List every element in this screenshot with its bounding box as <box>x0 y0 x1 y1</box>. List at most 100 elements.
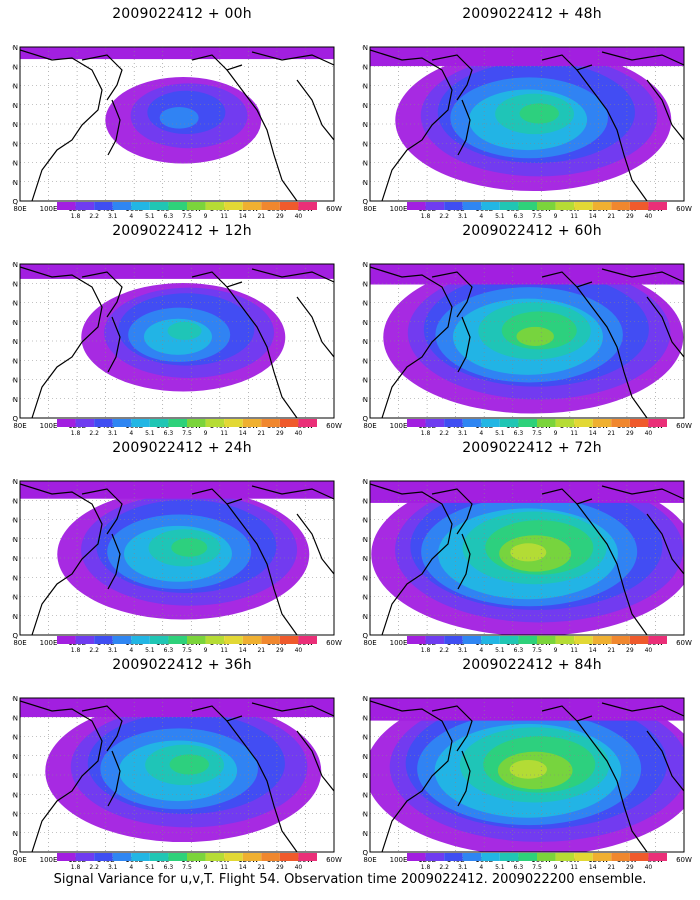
lat-tick-label: 40N <box>12 555 18 563</box>
legend-label: 40 <box>645 647 653 654</box>
legend-label: 3.1 <box>458 647 468 654</box>
coastline <box>81 271 123 318</box>
coastline <box>601 51 684 66</box>
legend-swatch <box>462 202 482 210</box>
legend-swatch <box>149 636 169 644</box>
legend-swatch <box>94 202 113 210</box>
panel-title: 2009022412 + 24h <box>112 440 252 456</box>
legend-label: 7.5 <box>182 864 192 871</box>
legend-swatch <box>242 202 262 210</box>
map-panel: 2009022412 + 24h 80N 70N 60N 50N 40N 30N 20N 10N… <box>12 440 352 654</box>
legend-label: 2.2 <box>89 864 99 871</box>
variance-contour <box>20 698 334 718</box>
legend-label: 1.8 <box>421 864 431 871</box>
legend-label: 3.1 <box>458 213 468 220</box>
legend-swatch <box>592 853 612 861</box>
variance-map: 80N70N60N50N40N30N20N10NEQ80E100E120E140… <box>12 478 342 654</box>
legend-label: 6.3 <box>514 213 524 220</box>
lat-tick-label: 10N <box>12 613 18 621</box>
coastline <box>191 488 243 505</box>
legend-swatch <box>444 202 463 210</box>
variance-contour <box>167 321 202 340</box>
legend-swatch <box>425 202 445 210</box>
legend-swatch <box>75 853 95 861</box>
lat-tick-label: 10N <box>362 830 368 838</box>
coastline <box>646 79 684 141</box>
legend-label: 3.1 <box>108 213 118 220</box>
panel-title: 2009022412 + 60h <box>462 223 602 239</box>
legend-label: 9 <box>204 213 208 220</box>
lat-tick-label: EQ <box>362 198 368 206</box>
legend-label: 6.3 <box>164 213 174 220</box>
legend-swatch <box>648 419 667 427</box>
legend-swatch <box>481 202 500 210</box>
legend-label: 2.2 <box>439 213 449 220</box>
legend-swatch <box>462 419 482 427</box>
legend-swatch <box>518 419 537 427</box>
legend-label: 2.2 <box>89 213 99 220</box>
legend-swatch <box>75 419 95 427</box>
legend-label: 4 <box>129 213 133 220</box>
map-frame <box>369 480 685 636</box>
legend-label: 7.5 <box>532 213 542 220</box>
legend-swatch <box>279 636 299 644</box>
legend-label: 7.5 <box>532 647 542 654</box>
legend-label: 9 <box>204 430 208 437</box>
legend-swatch <box>187 636 206 644</box>
legend-label: 40 <box>645 430 653 437</box>
legend-swatch <box>555 419 575 427</box>
lat-tick-label: 50N <box>12 536 18 544</box>
legend-swatch <box>205 636 225 644</box>
panel-title: 2009022412 + 12h <box>112 223 252 239</box>
legend-swatch <box>518 636 537 644</box>
legend-label: 21 <box>257 213 265 220</box>
coastline <box>226 720 298 852</box>
lon-tick-label: 100E <box>390 639 408 647</box>
legend-swatch <box>261 202 280 210</box>
lat-tick-label: 50N <box>362 536 368 544</box>
coastline <box>541 488 593 505</box>
lat-tick-label: 60N <box>362 734 368 742</box>
legend-swatch <box>611 636 630 644</box>
legend-label: 29 <box>626 647 634 654</box>
lon-tick-label: 100E <box>40 856 58 864</box>
legend-swatch <box>168 636 187 644</box>
legend-swatch <box>481 636 500 644</box>
lat-tick-label: 80N <box>12 478 18 486</box>
legend-label: 11 <box>220 213 228 220</box>
coastline <box>107 533 121 590</box>
legend-label: 2.2 <box>439 430 449 437</box>
lon-tick-label: 60W <box>326 856 342 864</box>
lon-tick-label: 60W <box>326 422 342 430</box>
legend-label: 40 <box>645 864 653 871</box>
legend-label: 5.1 <box>145 213 155 220</box>
lon-tick-label: 80E <box>363 856 376 864</box>
legend-swatch <box>224 202 243 210</box>
legend-swatch <box>131 419 150 427</box>
lat-tick-label: EQ <box>362 415 368 423</box>
lon-tick-label: 60W <box>676 422 692 430</box>
lon-tick-label: 100E <box>390 205 408 213</box>
legend-swatch <box>499 419 519 427</box>
legend-label: 1.8 <box>421 647 431 654</box>
legend-label: 4 <box>479 430 483 437</box>
variance-contour <box>169 754 209 775</box>
legend-label: 1.8 <box>71 647 81 654</box>
lat-tick-label: 40N <box>362 338 368 346</box>
legend-swatch <box>574 636 593 644</box>
legend-swatch <box>168 419 187 427</box>
legend-label: 5.1 <box>495 864 505 871</box>
legend-swatch <box>168 202 187 210</box>
legend-label: 14 <box>589 864 597 871</box>
coastline <box>296 513 334 575</box>
map-panel: 2009022412 + 00h 80N 70N 60N 50N 40N 30N 20N 10N… <box>12 6 352 220</box>
lat-tick-label: 60N <box>362 300 368 308</box>
lat-tick-label: 60N <box>12 300 18 308</box>
legend-swatch <box>279 202 299 210</box>
lon-tick-label: 80E <box>13 856 26 864</box>
lon-tick-label: 80E <box>13 639 26 647</box>
legend-label: 29 <box>626 864 634 871</box>
variance-contour <box>171 538 208 557</box>
legend-swatch <box>407 202 426 210</box>
lon-tick-label: 100E <box>40 205 58 213</box>
